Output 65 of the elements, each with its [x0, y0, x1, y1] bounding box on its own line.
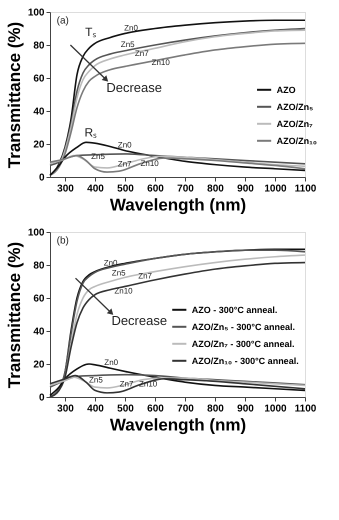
x-tick-label: 300: [57, 184, 74, 194]
x-tick-label: 300: [57, 404, 74, 414]
x-tick-label: 400: [87, 184, 104, 194]
y-tick-label: 40: [33, 106, 45, 118]
annotation: Zn10: [152, 58, 170, 68]
annotation: Zn5: [120, 40, 136, 49]
x-tick-label: 700: [177, 184, 194, 194]
x-tick-label: 600: [147, 404, 164, 414]
annotation: Zn0: [104, 258, 118, 268]
legend-label: AZO/Zn₅: [276, 102, 314, 112]
annotation: Decrease: [106, 80, 162, 95]
x-tick-label: 600: [147, 184, 164, 194]
y-tick-label: 100: [28, 228, 45, 238]
legend-label: AZO/Zn₇: [276, 118, 314, 129]
annotation: Zn10: [140, 158, 160, 168]
y-tick-label: 60: [33, 294, 45, 304]
annotation: Zn7: [134, 49, 150, 58]
line-series: [49, 376, 306, 389]
x-tick-label: 800: [207, 184, 224, 194]
legend-label: AZO: [276, 84, 296, 95]
y-tick-label: 80: [33, 260, 45, 272]
annotation: Zn7: [138, 272, 153, 281]
annotation: Tₛ: [85, 24, 96, 39]
x-tick-label: 900: [237, 184, 254, 194]
legend-label: AZO - 300°C anneal.: [192, 304, 278, 315]
y-tick-label: 20: [33, 360, 45, 370]
annotation: Zn0: [118, 140, 132, 150]
y-tick-label: 0: [38, 392, 45, 404]
x-tick-label: 1100: [294, 184, 317, 194]
x-tick-label: 1000: [264, 184, 288, 194]
annotation: Zn10: [114, 286, 134, 296]
annotation: Zn7: [118, 160, 132, 169]
annotation: Zn0: [124, 24, 138, 32]
annotation: Zn0: [104, 358, 119, 368]
x-tick-label: 700: [177, 404, 194, 414]
y-tick-label: 60: [33, 74, 45, 84]
annotation: Zn5: [112, 268, 126, 278]
x-tick-label: 1000: [264, 404, 288, 414]
y-tick-label: 40: [33, 326, 45, 338]
x-tick-label: 900: [237, 404, 254, 414]
annotation: Zn7: [120, 380, 134, 389]
y-tick-label: 20: [33, 140, 45, 150]
annotation: Decrease: [111, 313, 168, 328]
x-axis-title: Wavelength (nm): [110, 416, 246, 434]
x-axis-title: Wavelength (nm): [110, 196, 246, 214]
annotation: Zn5: [89, 376, 104, 384]
annotation: (a): [56, 15, 69, 26]
legend-label: AZO/Zn₁₀: [276, 136, 317, 146]
y-tick-label: 100: [28, 8, 45, 18]
x-tick-label: 500: [117, 404, 134, 414]
y-tick-label: 80: [33, 40, 45, 52]
x-tick-label: 400: [87, 404, 104, 414]
annotation: Rₛ: [84, 125, 98, 140]
x-tick-label: 500: [117, 184, 134, 194]
legend-label: AZO/Zn₁₀ - 300°C anneal.: [192, 356, 299, 366]
annotation: (b): [56, 235, 69, 246]
y-axis-title: Transmittance (%): [4, 242, 24, 388]
annotation: Zn5: [91, 152, 106, 162]
legend-label: AZO/Zn₇ - 300°C anneal.: [192, 338, 295, 349]
y-tick-label: 0: [38, 172, 45, 184]
y-axis-title: Transmittance (%): [4, 22, 24, 168]
legend-label: AZO/Zn₅ - 300°C anneal.: [192, 322, 296, 332]
annotation: Zn10: [138, 380, 158, 389]
x-tick-label: 800: [207, 404, 224, 414]
x-tick-label: 1100: [294, 404, 317, 414]
